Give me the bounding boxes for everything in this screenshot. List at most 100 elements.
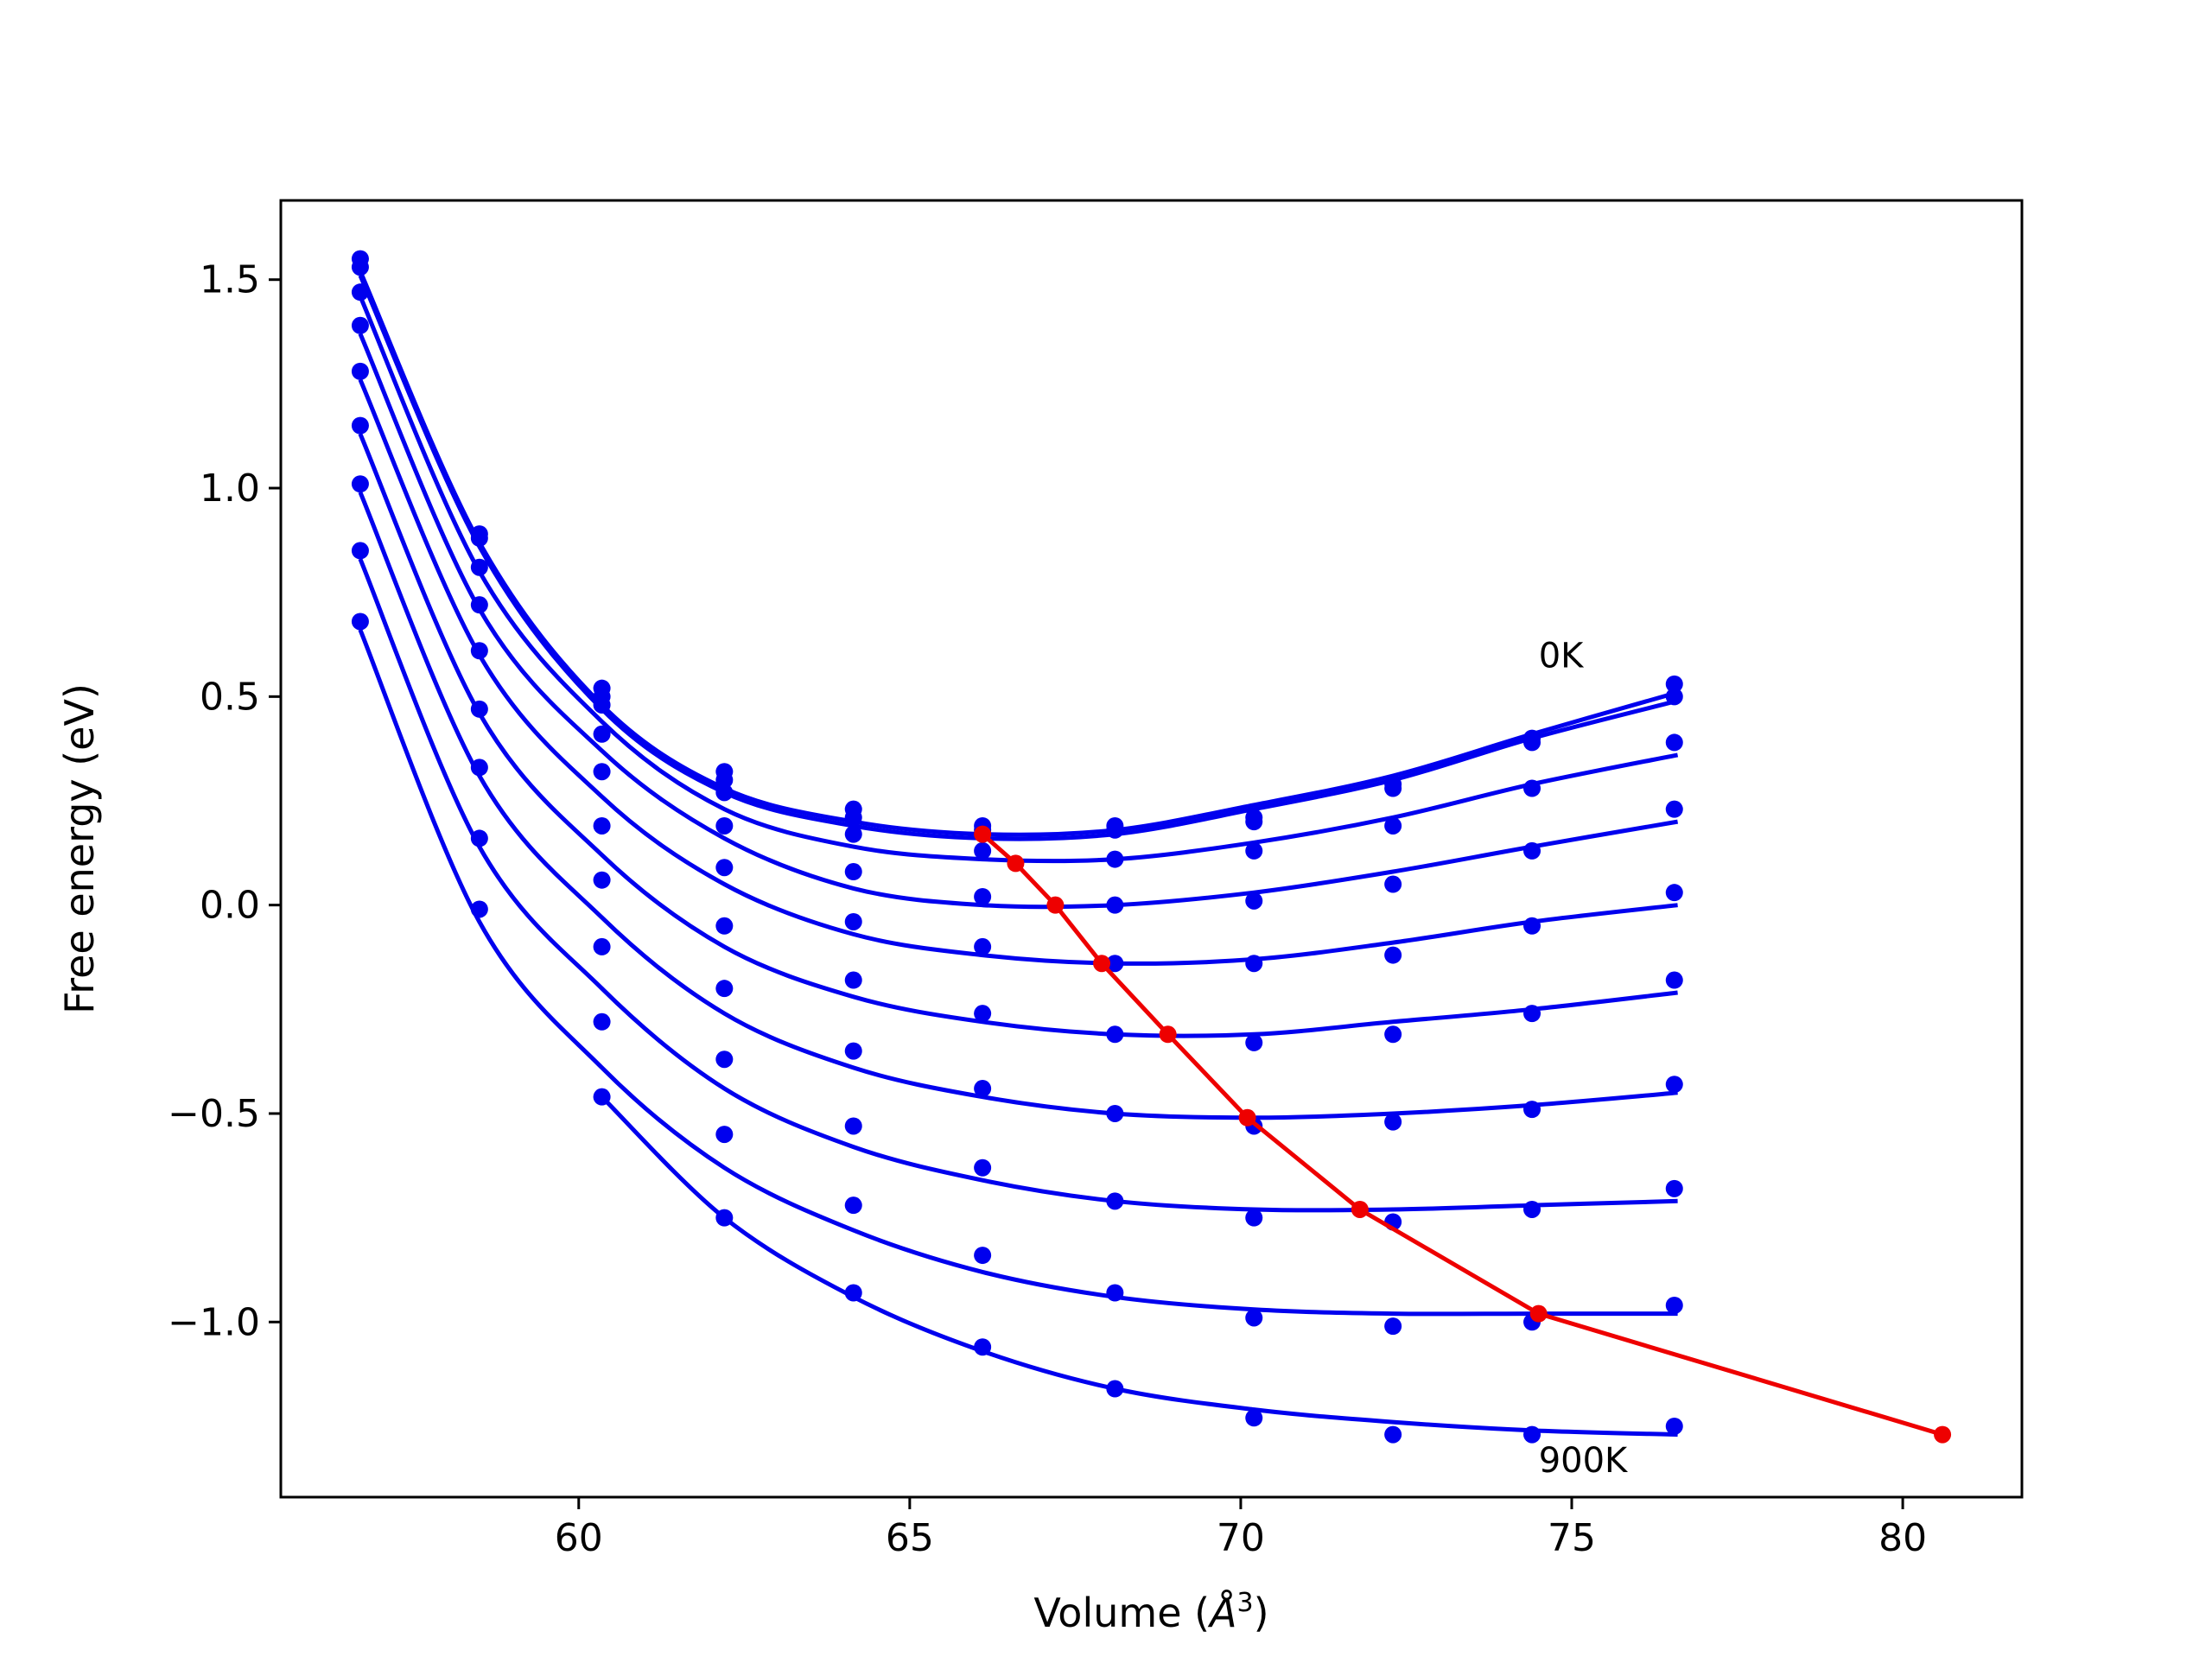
series-1-point-8 <box>1384 779 1402 797</box>
series-6-fit-line <box>358 491 1678 1120</box>
series-7-point-2 <box>593 937 611 955</box>
series-6-point-4 <box>844 1042 862 1060</box>
series-1-fit-line <box>358 274 1679 841</box>
series-6-point-2 <box>593 871 611 889</box>
series-7-point-6 <box>1106 1192 1124 1210</box>
axes-layer: 60 65 70 75 80 1.5 1.0 0.5 0.0 −0.5 −1.0 <box>168 199 2024 1560</box>
x-axis-label-text: Volume ( <box>1033 1590 1210 1636</box>
series-5 <box>351 416 1683 1051</box>
series-3-point-10 <box>1665 800 1683 818</box>
series-2-point-5 <box>974 841 992 860</box>
series-8-point-0 <box>351 613 369 631</box>
x-tick-label-65: 65 <box>886 1516 934 1560</box>
y-tick-label--1: −1.0 <box>168 1300 260 1344</box>
series-9-point-7 <box>1245 1409 1263 1427</box>
x-axis-label-exponent: 3 <box>1237 1588 1254 1618</box>
series-4-point-0 <box>351 362 369 380</box>
series-7-point-3 <box>715 1050 734 1069</box>
series-2-point-6 <box>1106 850 1124 868</box>
minima-point-2 <box>1046 896 1065 914</box>
series-6-point-6 <box>1106 1104 1124 1122</box>
series-8-point-1 <box>470 900 488 918</box>
series-8-point-6 <box>1106 1284 1124 1302</box>
y-tick-label--0.5: −0.5 <box>168 1092 260 1136</box>
series-6-point-3 <box>715 980 734 998</box>
series-9-point-4 <box>844 1284 862 1302</box>
series-8-point-7 <box>1245 1309 1263 1327</box>
series-5-point-5 <box>974 1005 992 1023</box>
series-8-point-5 <box>974 1247 992 1265</box>
x-tick-label-75: 75 <box>1548 1516 1596 1560</box>
series-7-fit-line <box>358 558 1678 1213</box>
series-7 <box>351 542 1683 1231</box>
series-8-point-8 <box>1384 1317 1402 1336</box>
series-9-point-10 <box>1665 1417 1683 1435</box>
series-5-point-7 <box>1245 1033 1263 1051</box>
series-7-point-10 <box>1665 1179 1683 1197</box>
series-2-point-9 <box>1523 779 1541 797</box>
y-tick-label-0: 0.0 <box>200 884 260 928</box>
series-7-point-4 <box>844 1117 862 1135</box>
annotation-0k: 0K <box>1539 637 1585 676</box>
series-4-point-3 <box>715 859 734 877</box>
series-7-point-0 <box>351 542 369 560</box>
series-2 <box>351 283 1683 868</box>
series-4-point-7 <box>1245 955 1263 973</box>
minima-point-1 <box>1007 854 1025 873</box>
minima-point-6 <box>1351 1200 1369 1218</box>
series-5-point-8 <box>1384 1025 1402 1044</box>
series-4-point-8 <box>1384 946 1402 964</box>
series-9-point-5 <box>974 1338 992 1356</box>
series-7-point-5 <box>974 1158 992 1177</box>
minima-point-7 <box>1529 1304 1548 1323</box>
series-8-point-10 <box>1665 1296 1683 1314</box>
series-1-point-6 <box>1106 821 1124 839</box>
series-9-point-2 <box>593 1088 611 1106</box>
series-3-point-6 <box>1106 896 1124 914</box>
y-tick-label-0.5: 0.5 <box>200 675 260 719</box>
series-2-point-8 <box>1384 816 1402 835</box>
series-9-point-8 <box>1384 1425 1402 1444</box>
series-3-fit-line <box>358 333 1679 910</box>
series-5-point-4 <box>844 971 862 989</box>
x-axis-label-close: ) <box>1254 1590 1269 1636</box>
series-2-point-1 <box>470 558 488 576</box>
series-6-point-5 <box>974 1080 992 1098</box>
series-0-fit-line <box>358 270 1679 837</box>
y-tick-label-1: 1.0 <box>200 467 260 511</box>
series-2-point-3 <box>715 784 734 802</box>
series-3-point-3 <box>715 816 734 835</box>
series-1-point-1 <box>470 529 488 547</box>
series-8-point-4 <box>844 1196 862 1215</box>
minima-point-0 <box>974 825 992 843</box>
series-6-point-1 <box>470 759 488 777</box>
series-2-point-2 <box>593 695 611 714</box>
series-4-point-9 <box>1523 917 1541 935</box>
series-9 <box>593 1088 1683 1444</box>
series-3-point-1 <box>470 596 488 614</box>
series-6-point-10 <box>1665 1076 1683 1094</box>
x-tick-label-60: 60 <box>555 1516 603 1560</box>
series-7-point-7 <box>1245 1209 1263 1227</box>
series-4-point-10 <box>1665 884 1683 902</box>
series-4 <box>351 362 1683 973</box>
series-8 <box>351 613 1683 1336</box>
series-0-point-10 <box>1665 675 1683 693</box>
series-3-point-5 <box>974 888 992 906</box>
series-2-point-7 <box>1245 841 1263 860</box>
series-5-point-10 <box>1665 971 1683 989</box>
minima-point-8 <box>1934 1425 1952 1444</box>
y-tick-label-1.5: 1.5 <box>200 258 260 302</box>
series-4-point-4 <box>844 912 862 930</box>
series-5-point-6 <box>1106 1025 1124 1044</box>
series-2-point-4 <box>844 825 862 843</box>
series-9-point-9 <box>1523 1425 1541 1444</box>
x-tick-label-70: 70 <box>1217 1516 1265 1560</box>
annotation-900k: 900K <box>1539 1441 1629 1481</box>
x-axis-label: Volume (Å3) <box>1033 1588 1268 1636</box>
minima-point-4 <box>1159 1025 1177 1044</box>
x-tick-label-80: 80 <box>1878 1516 1927 1560</box>
series-5-point-1 <box>470 700 488 718</box>
